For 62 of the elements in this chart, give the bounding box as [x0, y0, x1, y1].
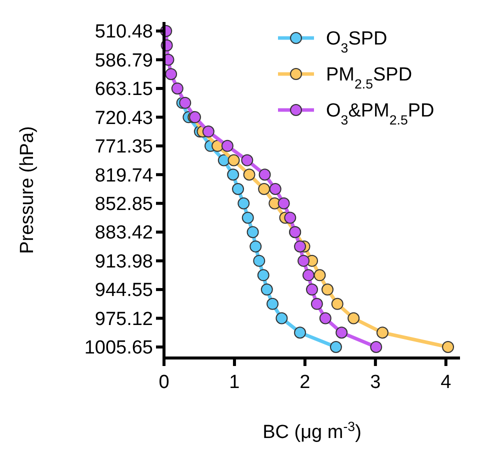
- point: [258, 168, 271, 181]
- y-tick-label: 852.85: [94, 194, 153, 216]
- point: [238, 197, 250, 210]
- y-tick-label: 944.55: [94, 280, 153, 302]
- y-tick-label: 510.48: [94, 22, 153, 43]
- point: [348, 312, 360, 324]
- point: [257, 269, 270, 282]
- y-tick-label: 663.15: [94, 79, 153, 100]
- point: [221, 140, 234, 152]
- point: [253, 254, 266, 267]
- legend-label: O$_{3}$SPD: [326, 28, 388, 56]
- point: [266, 298, 279, 310]
- point: [232, 183, 244, 195]
- y-tick-label: 913.98: [94, 251, 153, 272]
- point: [250, 240, 262, 252]
- y-tick-label: 586.79: [94, 50, 153, 72]
- x-tick-label: 1: [229, 372, 240, 393]
- point: [294, 326, 306, 339]
- point: [202, 126, 214, 138]
- point: [306, 284, 318, 296]
- point: [171, 82, 184, 94]
- x-tick-label: 2: [300, 372, 310, 393]
- point: [370, 341, 382, 353]
- y-tick-label: 771.35: [94, 136, 153, 158]
- point: [322, 284, 334, 296]
- point: [310, 298, 323, 310]
- x-tick-label: 0: [158, 372, 170, 393]
- y-axis-title: Pressure (hPa): [17, 126, 38, 254]
- point: [269, 183, 282, 195]
- point: [242, 212, 254, 224]
- point: [330, 341, 342, 353]
- y-tick-label: 819.74: [94, 165, 154, 186]
- point: [228, 154, 240, 166]
- point: [278, 197, 290, 210]
- point: [243, 168, 256, 181]
- point: [442, 341, 454, 353]
- point: [319, 312, 332, 324]
- point: [246, 226, 259, 238]
- point: [298, 254, 310, 267]
- point: [260, 284, 273, 296]
- y-tick-label: 975.12: [94, 308, 153, 330]
- point: [227, 168, 240, 181]
- point: [276, 312, 288, 324]
- point: [294, 240, 306, 252]
- point: [331, 298, 344, 310]
- point: [336, 326, 348, 339]
- x-tick-label: 3: [370, 372, 381, 393]
- point: [314, 269, 326, 282]
- x-tick-label: 4: [440, 372, 452, 393]
- point: [284, 212, 296, 224]
- point: [179, 96, 192, 109]
- point: [376, 326, 388, 339]
- legend-label: PM$_{2.5}$SPD: [326, 64, 412, 92]
- point: [241, 154, 254, 166]
- y-tick-label: 883.42: [94, 222, 153, 244]
- point: [165, 68, 178, 80]
- x-axis-title: BC (μg m$^{-3}$): [262, 418, 362, 443]
- point: [302, 269, 314, 282]
- point: [258, 183, 270, 195]
- y-tick-label: 720.43: [94, 108, 153, 129]
- legend-label: O$_{3}$&PM$_{2.5}$PD: [326, 100, 434, 128]
- y-tick-label: 1005.65: [84, 338, 153, 359]
